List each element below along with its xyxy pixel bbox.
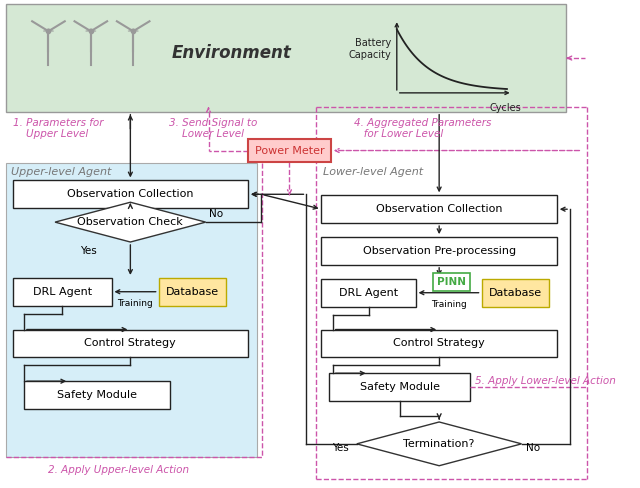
FancyBboxPatch shape [248,139,331,163]
Text: Control Strategy: Control Strategy [394,339,485,348]
FancyBboxPatch shape [13,329,248,357]
FancyBboxPatch shape [321,195,557,223]
Polygon shape [44,29,54,31]
Polygon shape [128,29,138,31]
Text: Observation Collection: Observation Collection [376,204,502,214]
FancyBboxPatch shape [321,279,415,306]
Text: Battery
Capacity: Battery Capacity [348,39,391,60]
FancyBboxPatch shape [321,329,557,357]
Text: 4. Aggregated Parameters
   for Lower Level: 4. Aggregated Parameters for Lower Level [355,118,492,139]
FancyBboxPatch shape [13,278,111,305]
Text: 1. Parameters for
    Upper Level: 1. Parameters for Upper Level [13,118,103,139]
Polygon shape [86,29,96,31]
Text: Database: Database [489,288,542,298]
Text: Upper-level Agent: Upper-level Agent [11,167,111,178]
Text: Lower-level Agent: Lower-level Agent [323,167,424,178]
FancyBboxPatch shape [6,4,566,112]
Text: Power Meter: Power Meter [255,145,324,156]
Polygon shape [356,422,522,466]
Text: Environment: Environment [172,44,292,62]
FancyBboxPatch shape [6,163,257,457]
Polygon shape [55,202,205,242]
Text: Database: Database [166,287,219,297]
Text: 5. Apply Lower-level Action: 5. Apply Lower-level Action [475,376,616,386]
FancyBboxPatch shape [433,273,470,291]
Text: Control Strategy: Control Strategy [84,339,176,348]
FancyBboxPatch shape [13,181,248,208]
Text: 2. Apply Upper-level Action: 2. Apply Upper-level Action [49,465,189,475]
Text: Observation Collection: Observation Collection [67,189,194,199]
FancyBboxPatch shape [24,381,170,409]
Text: Safety Module: Safety Module [57,390,137,400]
Text: PINN: PINN [437,277,466,287]
Text: DRL Agent: DRL Agent [339,288,398,298]
Text: Observation Check: Observation Check [77,217,183,227]
Text: No: No [209,209,223,219]
Text: DRL Agent: DRL Agent [33,287,92,297]
Text: Observation Pre-processing: Observation Pre-processing [363,246,516,256]
Text: Cycles: Cycles [489,103,521,113]
Text: Yes: Yes [79,246,97,256]
Text: Termination?: Termination? [403,439,475,449]
FancyBboxPatch shape [481,279,549,306]
FancyBboxPatch shape [321,237,557,265]
Text: Safety Module: Safety Module [360,382,440,392]
Text: 3. Send Signal to
    Lower Level: 3. Send Signal to Lower Level [169,118,257,139]
Text: Yes: Yes [333,443,349,453]
Text: No: No [526,443,540,453]
Text: Training: Training [431,300,467,309]
FancyBboxPatch shape [329,373,470,401]
Text: Training: Training [117,299,153,308]
FancyBboxPatch shape [159,278,227,305]
